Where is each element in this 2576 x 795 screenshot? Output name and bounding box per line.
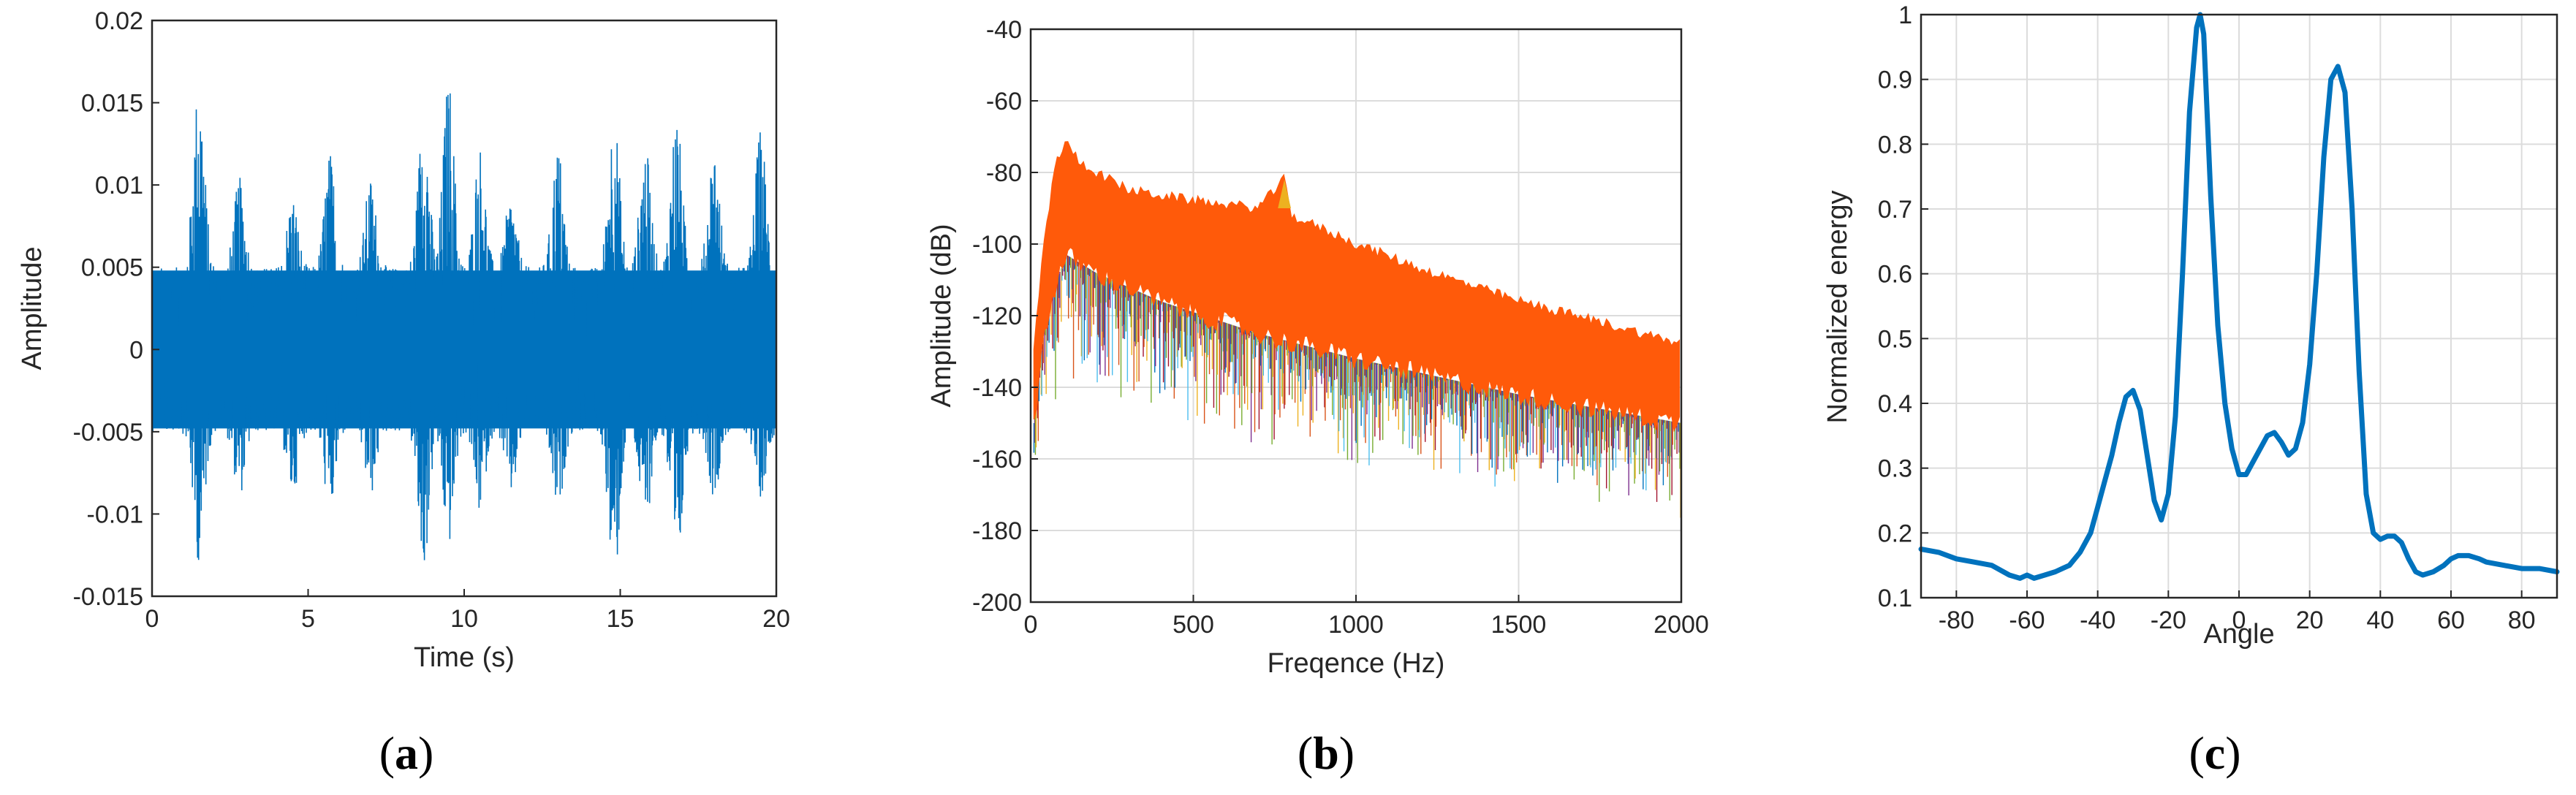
panel-a-ytick-label: -0.005 <box>73 419 143 446</box>
panel-b-ytick-label: -140 <box>972 374 1022 402</box>
panel-b-ylabel: Amplitude (dB) <box>926 224 957 407</box>
panel-c-ytick-label: 0.7 <box>1878 196 1912 224</box>
panel-b-caption: (b) <box>1298 727 1355 779</box>
panel-c-ytick-label: 0.9 <box>1878 66 1912 94</box>
panel-b-tonal-peak <box>1278 179 1291 208</box>
panel-a-xtick-label: 0 <box>145 605 159 633</box>
panel-a-xtick-label: 10 <box>450 605 478 633</box>
panel-c-plot-area <box>1918 12 2560 581</box>
panel-c-tick-labels: -80 -60 -40 -20 0 20 40 60 80 0.1 0.2 0.3 0.4 0.5 0.6 0… <box>1878 1 2536 634</box>
panel-c-energy-line <box>1918 12 2560 581</box>
panel-c-ytick-label: 0.8 <box>1878 131 1912 159</box>
panel-c-xtick-label: -60 <box>2009 606 2045 634</box>
panel-c-ytick-label: 0.3 <box>1878 455 1912 483</box>
panel-b-plot-area <box>1033 141 1681 518</box>
panel-c-ylabel: Normalized energy <box>1822 191 1853 424</box>
panel-b-ytick-label: -80 <box>986 159 1022 187</box>
panel-a-ytick-label: -0.01 <box>87 501 144 528</box>
panel-b-ytick-label: -100 <box>972 231 1022 259</box>
panel-c-xtick-label: -40 <box>2080 606 2115 634</box>
panel-a-xtick-label: 5 <box>301 605 315 633</box>
panel-c-xtick-label: 0 <box>2232 606 2246 634</box>
panel-c-xtick-label: 60 <box>2437 606 2465 634</box>
panel-b-spectrum-band <box>1033 141 1681 433</box>
panel-c-ytick-label: 0.2 <box>1878 520 1912 547</box>
panel-a-xlabel: Time (s) <box>414 642 515 673</box>
panel-c-xtick-label: 80 <box>2508 606 2536 634</box>
panel-b-ytick-label: -120 <box>972 303 1022 330</box>
panel-c-grid <box>1921 14 2557 598</box>
panel-b-xtick-label: 1500 <box>1491 611 1547 639</box>
panel-b-ytick-label: -40 <box>986 16 1022 44</box>
panel-c-xlabel: Angle <box>2203 619 2274 650</box>
panel-b-tick-labels: 0 500 1000 1500 2000 -200 -180 -160 -140 -120 -100… <box>972 16 1709 639</box>
panel-b-spectrum-chart: 0 500 1000 1500 2000 -200 -180 -160 -140 -120 -100… <box>926 16 1709 779</box>
panel-b-xlabel: Freqence (Hz) <box>1268 648 1445 679</box>
panel-a-caption: (a) <box>379 727 434 779</box>
panel-a-plot-area <box>151 93 777 560</box>
panel-c-ytick-label: 0.5 <box>1878 325 1912 353</box>
panel-c-angle-energy-chart: -80 -60 -40 -20 0 20 40 60 80 0.1 0.2 0.3 0.4 0.5 0.6 0… <box>1822 1 2560 779</box>
panel-a-ytick-label: 0 <box>129 336 143 364</box>
panel-c-xtick-label: -80 <box>1939 606 1974 634</box>
panel-a-ytick-label: 0.005 <box>81 254 143 282</box>
panel-c-xtick-label: 20 <box>2296 606 2324 634</box>
panel-c-xtick-label: -20 <box>2151 606 2186 634</box>
panel-c-ytick-label: 0.1 <box>1878 585 1912 612</box>
panel-a-xtick-label: 20 <box>762 605 790 633</box>
panel-c-ytick-label: 0.4 <box>1878 390 1912 418</box>
panel-b-xtick-label: 500 <box>1173 611 1214 639</box>
panel-a-signal-line <box>151 93 777 560</box>
panel-a-ytick-label: 0.02 <box>95 7 143 35</box>
panel-c-ytick-label: 0.6 <box>1878 261 1912 289</box>
panel-a-ytick-label: 0.01 <box>95 172 143 199</box>
panel-b-xtick-label: 0 <box>1024 611 1038 639</box>
panel-b-ytick-label: -180 <box>972 517 1022 545</box>
panel-b-ytick-label: -200 <box>972 589 1022 617</box>
panel-b-ytick-label: -160 <box>972 446 1022 473</box>
panel-b-ytick-label: -60 <box>986 88 1022 115</box>
panel-c-caption: (c) <box>2189 727 2240 779</box>
panel-a-ylabel: Amplitude <box>17 247 48 370</box>
panel-b-xtick-label: 2000 <box>1653 611 1709 639</box>
panel-a-tick-labels: 0 5 10 15 20 -0.015 -0.01 -0.005 0 0.005 0.01 0.015… <box>73 7 790 633</box>
panel-b-xtick-label: 1000 <box>1328 611 1384 639</box>
panel-c-ytick-label: 1 <box>1898 1 1912 29</box>
panel-a-ytick-label: 0.015 <box>81 90 143 118</box>
panel-a-time-signal-chart: 0 5 10 15 20 -0.015 -0.01 -0.005 0 0.005 0.01 0.015… <box>17 7 790 779</box>
panel-c-xtick-label: 40 <box>2366 606 2394 634</box>
panel-a-ytick-label: -0.015 <box>73 583 143 611</box>
panel-a-xtick-label: 15 <box>607 605 634 633</box>
